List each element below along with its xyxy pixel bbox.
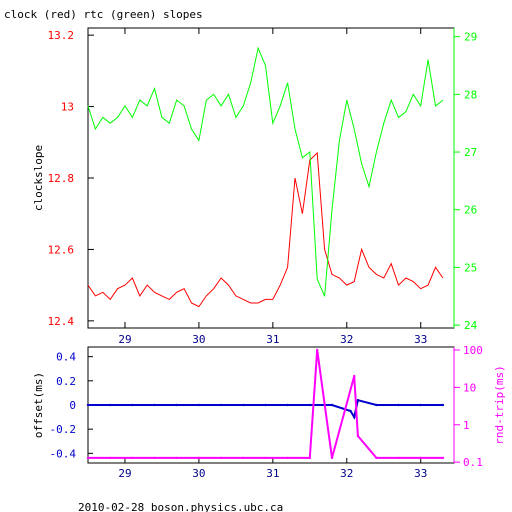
y2-tick-label: 24 bbox=[464, 319, 478, 332]
series-point-offset bbox=[349, 409, 352, 413]
series-point-rnd-trip bbox=[316, 348, 319, 352]
series-point-offset bbox=[131, 403, 134, 407]
clock-rtc-slopes-chart: clock (red) rtc (green) slopes 29 30 31 32 3… bbox=[4, 8, 478, 346]
y2-tick-label: 28 bbox=[464, 88, 477, 101]
x-tick-label: 32 bbox=[340, 333, 353, 346]
series-point-rnd-trip bbox=[330, 456, 334, 460]
y-axis-label-left-offset: offset(ms) bbox=[32, 372, 45, 438]
series-line-rtc bbox=[87, 46, 444, 297]
series-point-rnd-trip bbox=[353, 374, 356, 378]
bottom-axis-ticks: 29 30 31 32 33 0.4 0.2 0 -0.2 -0.4 100 10 1 0.1 bbox=[50, 344, 483, 480]
series-point-rnd-trip bbox=[197, 456, 201, 460]
series-point-offset bbox=[219, 403, 223, 407]
y-tick-label: 13.2 bbox=[48, 29, 75, 42]
y-tick-label: 13 bbox=[61, 101, 74, 114]
x-tick-label: 30 bbox=[192, 333, 205, 346]
series-point-offset bbox=[197, 403, 201, 407]
series-point-rnd-trip bbox=[286, 456, 289, 460]
series-point-rnd-trip bbox=[219, 456, 223, 460]
series-point-offset bbox=[153, 403, 156, 407]
x-tick-label: 30 bbox=[192, 467, 205, 480]
series-point-offset bbox=[264, 403, 267, 407]
series-point-offset bbox=[308, 403, 311, 407]
series-line-clock bbox=[87, 151, 444, 308]
series-point-offset bbox=[86, 403, 90, 407]
series-point-offset bbox=[375, 403, 378, 407]
series-point-offset bbox=[286, 403, 289, 407]
series-point-rnd-trip bbox=[308, 456, 311, 460]
bottom-series-points bbox=[86, 348, 445, 460]
series-point-rnd-trip bbox=[175, 456, 178, 460]
series-point-offset bbox=[356, 399, 360, 402]
series-point-offset bbox=[242, 403, 245, 407]
x-tick-label: 31 bbox=[266, 333, 279, 346]
y-tick-label: 0.4 bbox=[56, 351, 76, 364]
y-tick-label: 12.4 bbox=[48, 315, 75, 328]
top-series-lines bbox=[87, 46, 444, 308]
series-point-rnd-trip bbox=[356, 434, 360, 438]
chart-title: clock (red) rtc (green) slopes bbox=[4, 8, 203, 21]
offset-roundtrip-chart: 29 30 31 32 33 0.4 0.2 0 -0.2 -0.4 100 10 1 0.1 offse… bbox=[32, 344, 506, 480]
series-point-rnd-trip bbox=[153, 456, 156, 460]
y2-tick-label: 25 bbox=[464, 261, 477, 274]
x-tick-label: 33 bbox=[414, 333, 427, 346]
y2-tick-label: 1 bbox=[463, 419, 470, 432]
y2-tick-label: 29 bbox=[464, 31, 477, 44]
y2-tick-label: 100 bbox=[463, 344, 483, 357]
series-point-rnd-trip bbox=[419, 456, 422, 460]
footer-date-host: 2010-02-28 boson.physics.ubc.ca bbox=[78, 501, 283, 512]
series-point-rnd-trip bbox=[131, 456, 134, 460]
series-point-rnd-trip bbox=[86, 456, 90, 460]
series-point-offset bbox=[441, 403, 445, 407]
x-tick-label: 31 bbox=[266, 467, 279, 480]
series-point-offset bbox=[397, 403, 400, 407]
y-tick-label: 12.6 bbox=[48, 243, 75, 256]
y-tick-label: 12.8 bbox=[48, 172, 75, 185]
series-point-offset bbox=[109, 403, 112, 407]
series-point-offset bbox=[330, 403, 334, 407]
y2-tick-label: 27 bbox=[464, 146, 477, 159]
x-tick-label: 32 bbox=[340, 467, 353, 480]
series-point-rnd-trip bbox=[264, 456, 267, 460]
series-point-rnd-trip bbox=[375, 456, 378, 460]
y-tick-label: -0.2 bbox=[50, 423, 77, 436]
x-tick-label: 33 bbox=[414, 467, 427, 480]
y-tick-label: -0.4 bbox=[50, 447, 77, 460]
y-tick-label: 0 bbox=[69, 399, 76, 412]
series-point-rnd-trip bbox=[242, 456, 245, 460]
y-axis-label-right-roundtrip: rnd-trip(ms) bbox=[493, 365, 506, 444]
top-axis-ticks: 29 30 31 32 33 12.4 12.6 12.8 13 13.2 24 25 26 27 28 29 bbox=[48, 28, 478, 346]
x-tick-label: 29 bbox=[118, 467, 131, 480]
y-axis-label-left: clockslope bbox=[32, 145, 45, 211]
series-point-offset bbox=[175, 403, 178, 407]
series-point-offset bbox=[353, 415, 356, 419]
y2-tick-label: 0.1 bbox=[463, 456, 483, 469]
y-tick-label: 0.2 bbox=[56, 375, 76, 388]
series-point-rnd-trip bbox=[441, 456, 445, 460]
y2-tick-label: 10 bbox=[463, 381, 476, 394]
y2-tick-label: 26 bbox=[464, 204, 477, 217]
series-point-rnd-trip bbox=[397, 456, 400, 460]
series-point-offset bbox=[419, 403, 422, 407]
series-point-rnd-trip bbox=[109, 456, 112, 460]
x-tick-label: 29 bbox=[118, 333, 131, 346]
